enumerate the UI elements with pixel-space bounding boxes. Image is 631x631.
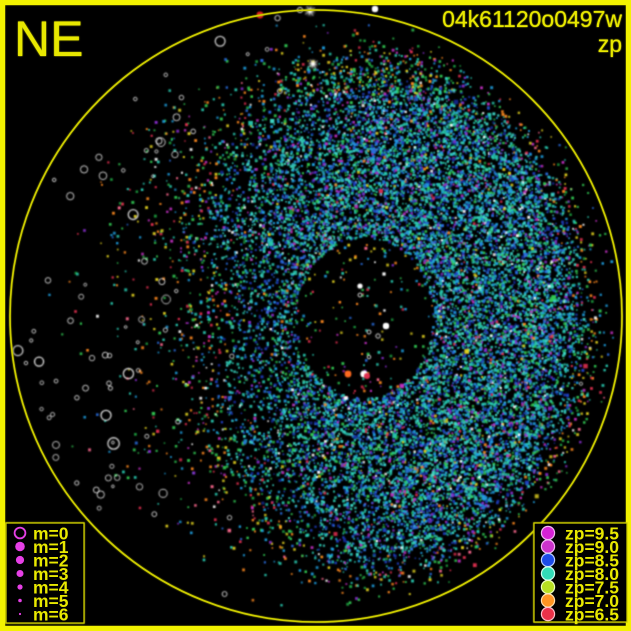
svg-text:NE: NE bbox=[14, 11, 83, 67]
svg-text:04k61120o0497w: 04k61120o0497w bbox=[442, 6, 622, 32]
svg-text:zp: zp bbox=[598, 31, 622, 57]
svg-text:m=6: m=6 bbox=[33, 605, 69, 625]
svg-text:zp=6.5: zp=6.5 bbox=[565, 605, 619, 625]
